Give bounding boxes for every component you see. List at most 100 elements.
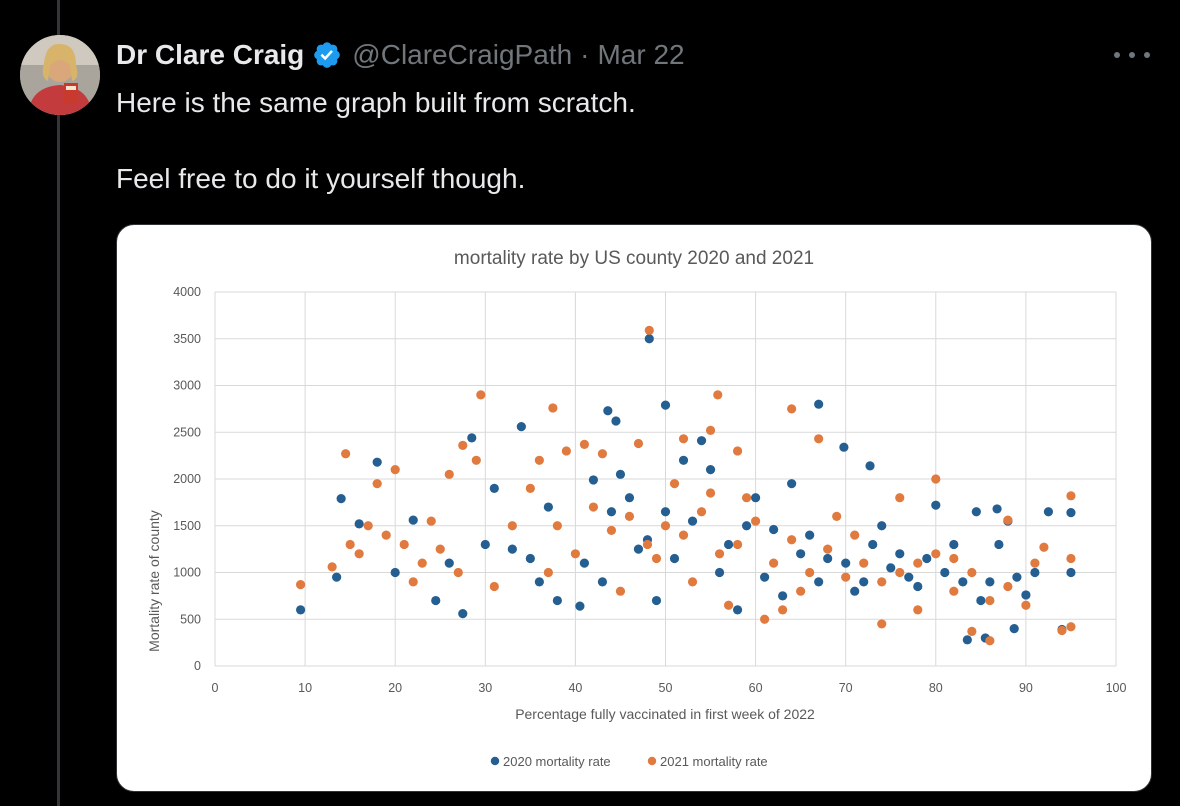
series-2021-points: [295, 325, 1076, 646]
data-point: [615, 469, 626, 479]
data-point: [705, 488, 716, 498]
y-tick-label: 1000: [173, 566, 201, 580]
data-point: [678, 455, 689, 465]
data-point: [687, 516, 698, 526]
data-point: [760, 572, 770, 582]
data-point: [467, 433, 477, 443]
data-point: [913, 558, 923, 568]
data-point: [458, 609, 468, 619]
author-handle[interactable]: @ClareCraigPath: [352, 39, 573, 70]
data-point: [958, 577, 968, 587]
data-point: [751, 493, 761, 503]
data-point: [548, 403, 558, 413]
data-point: [381, 530, 391, 540]
data-point: [534, 577, 544, 587]
chart-tick-labels: 0 10 20 30 40 50 60 70 80 90 100050010001500200025…: [173, 285, 1126, 695]
data-point: [507, 544, 517, 554]
data-point: [678, 530, 689, 540]
data-point: [644, 325, 654, 335]
data-point: [865, 461, 875, 471]
data-point: [971, 507, 981, 517]
data-point: [660, 400, 671, 410]
x-tick-label: 90: [1019, 681, 1033, 695]
data-point: [994, 539, 1004, 550]
data-point: [814, 577, 824, 587]
avatar[interactable]: [20, 35, 100, 115]
data-point: [931, 500, 941, 510]
tweet-media-chart[interactable]: mortality rate by US county 2020 and 202…: [116, 224, 1152, 792]
data-point: [1009, 624, 1019, 634]
data-point: [327, 562, 337, 572]
data-point: [372, 457, 382, 467]
data-point: [877, 521, 887, 531]
data-point: [787, 479, 797, 489]
x-tick-label: 80: [929, 681, 943, 695]
data-point: [1043, 507, 1054, 517]
data-point: [1066, 553, 1076, 564]
data-point: [669, 479, 680, 489]
data-point: [949, 586, 959, 596]
data-point: [741, 521, 752, 531]
data-point: [967, 567, 977, 578]
tweet-text: Here is the same graph built from scratc…: [116, 84, 636, 198]
data-point: [841, 558, 851, 568]
more-dots-icon[interactable]: [1114, 44, 1150, 66]
data-point: [705, 425, 716, 435]
verified-badge-icon: [314, 42, 341, 68]
data-point: [399, 539, 409, 550]
data-point: [345, 539, 355, 550]
data-point: [552, 521, 562, 531]
data-point: [1003, 515, 1013, 525]
data-point: [769, 558, 779, 568]
data-point: [1066, 622, 1076, 632]
chart-legend: 2020 mortality rate 2021 mortality rate: [490, 754, 768, 769]
data-point: [1066, 491, 1076, 501]
data-point: [1021, 600, 1031, 610]
data-point: [778, 605, 788, 615]
data-point: [372, 479, 382, 489]
data-point: [471, 455, 481, 465]
data-point: [859, 577, 869, 587]
data-point: [922, 553, 932, 564]
data-point: [363, 521, 373, 531]
data-point: [895, 549, 905, 559]
data-point: [417, 558, 427, 568]
tweet-date[interactable]: Mar 22: [597, 39, 685, 70]
data-point: [435, 544, 445, 554]
data-point: [940, 567, 950, 578]
data-point: [696, 507, 707, 517]
data-point: [579, 558, 590, 568]
data-point: [1012, 572, 1022, 582]
more-dot: [1129, 52, 1135, 58]
data-point: [850, 586, 860, 596]
data-point: [985, 636, 995, 646]
data-point: [431, 595, 441, 606]
data-point: [904, 572, 914, 582]
data-point: [489, 483, 499, 493]
data-point: [796, 586, 806, 596]
data-point: [543, 567, 553, 578]
y-tick-label: 2000: [173, 472, 201, 486]
data-point: [741, 493, 752, 503]
y-tick-label: 3000: [173, 379, 201, 393]
data-point: [341, 449, 351, 459]
author-name[interactable]: Dr Clare Craig: [116, 39, 305, 70]
data-point: [814, 434, 824, 444]
data-point: [332, 572, 342, 582]
avatar-image: [20, 35, 100, 115]
y-axis-label: Mortality rate of county: [146, 510, 162, 652]
x-tick-label: 60: [749, 681, 763, 695]
data-point: [570, 549, 580, 559]
data-point: [633, 438, 644, 449]
legend-label: 2020 mortality rate: [503, 754, 611, 769]
data-point: [543, 502, 553, 512]
data-point: [687, 577, 698, 587]
data-point: [796, 549, 806, 559]
data-point: [579, 439, 590, 450]
data-point: [778, 591, 788, 601]
scatter-chart: mortality rate by US county 2020 and 202…: [146, 248, 1126, 769]
data-point: [552, 595, 562, 606]
data-point: [678, 434, 689, 444]
data-point: [611, 416, 621, 426]
data-point: [606, 507, 617, 517]
